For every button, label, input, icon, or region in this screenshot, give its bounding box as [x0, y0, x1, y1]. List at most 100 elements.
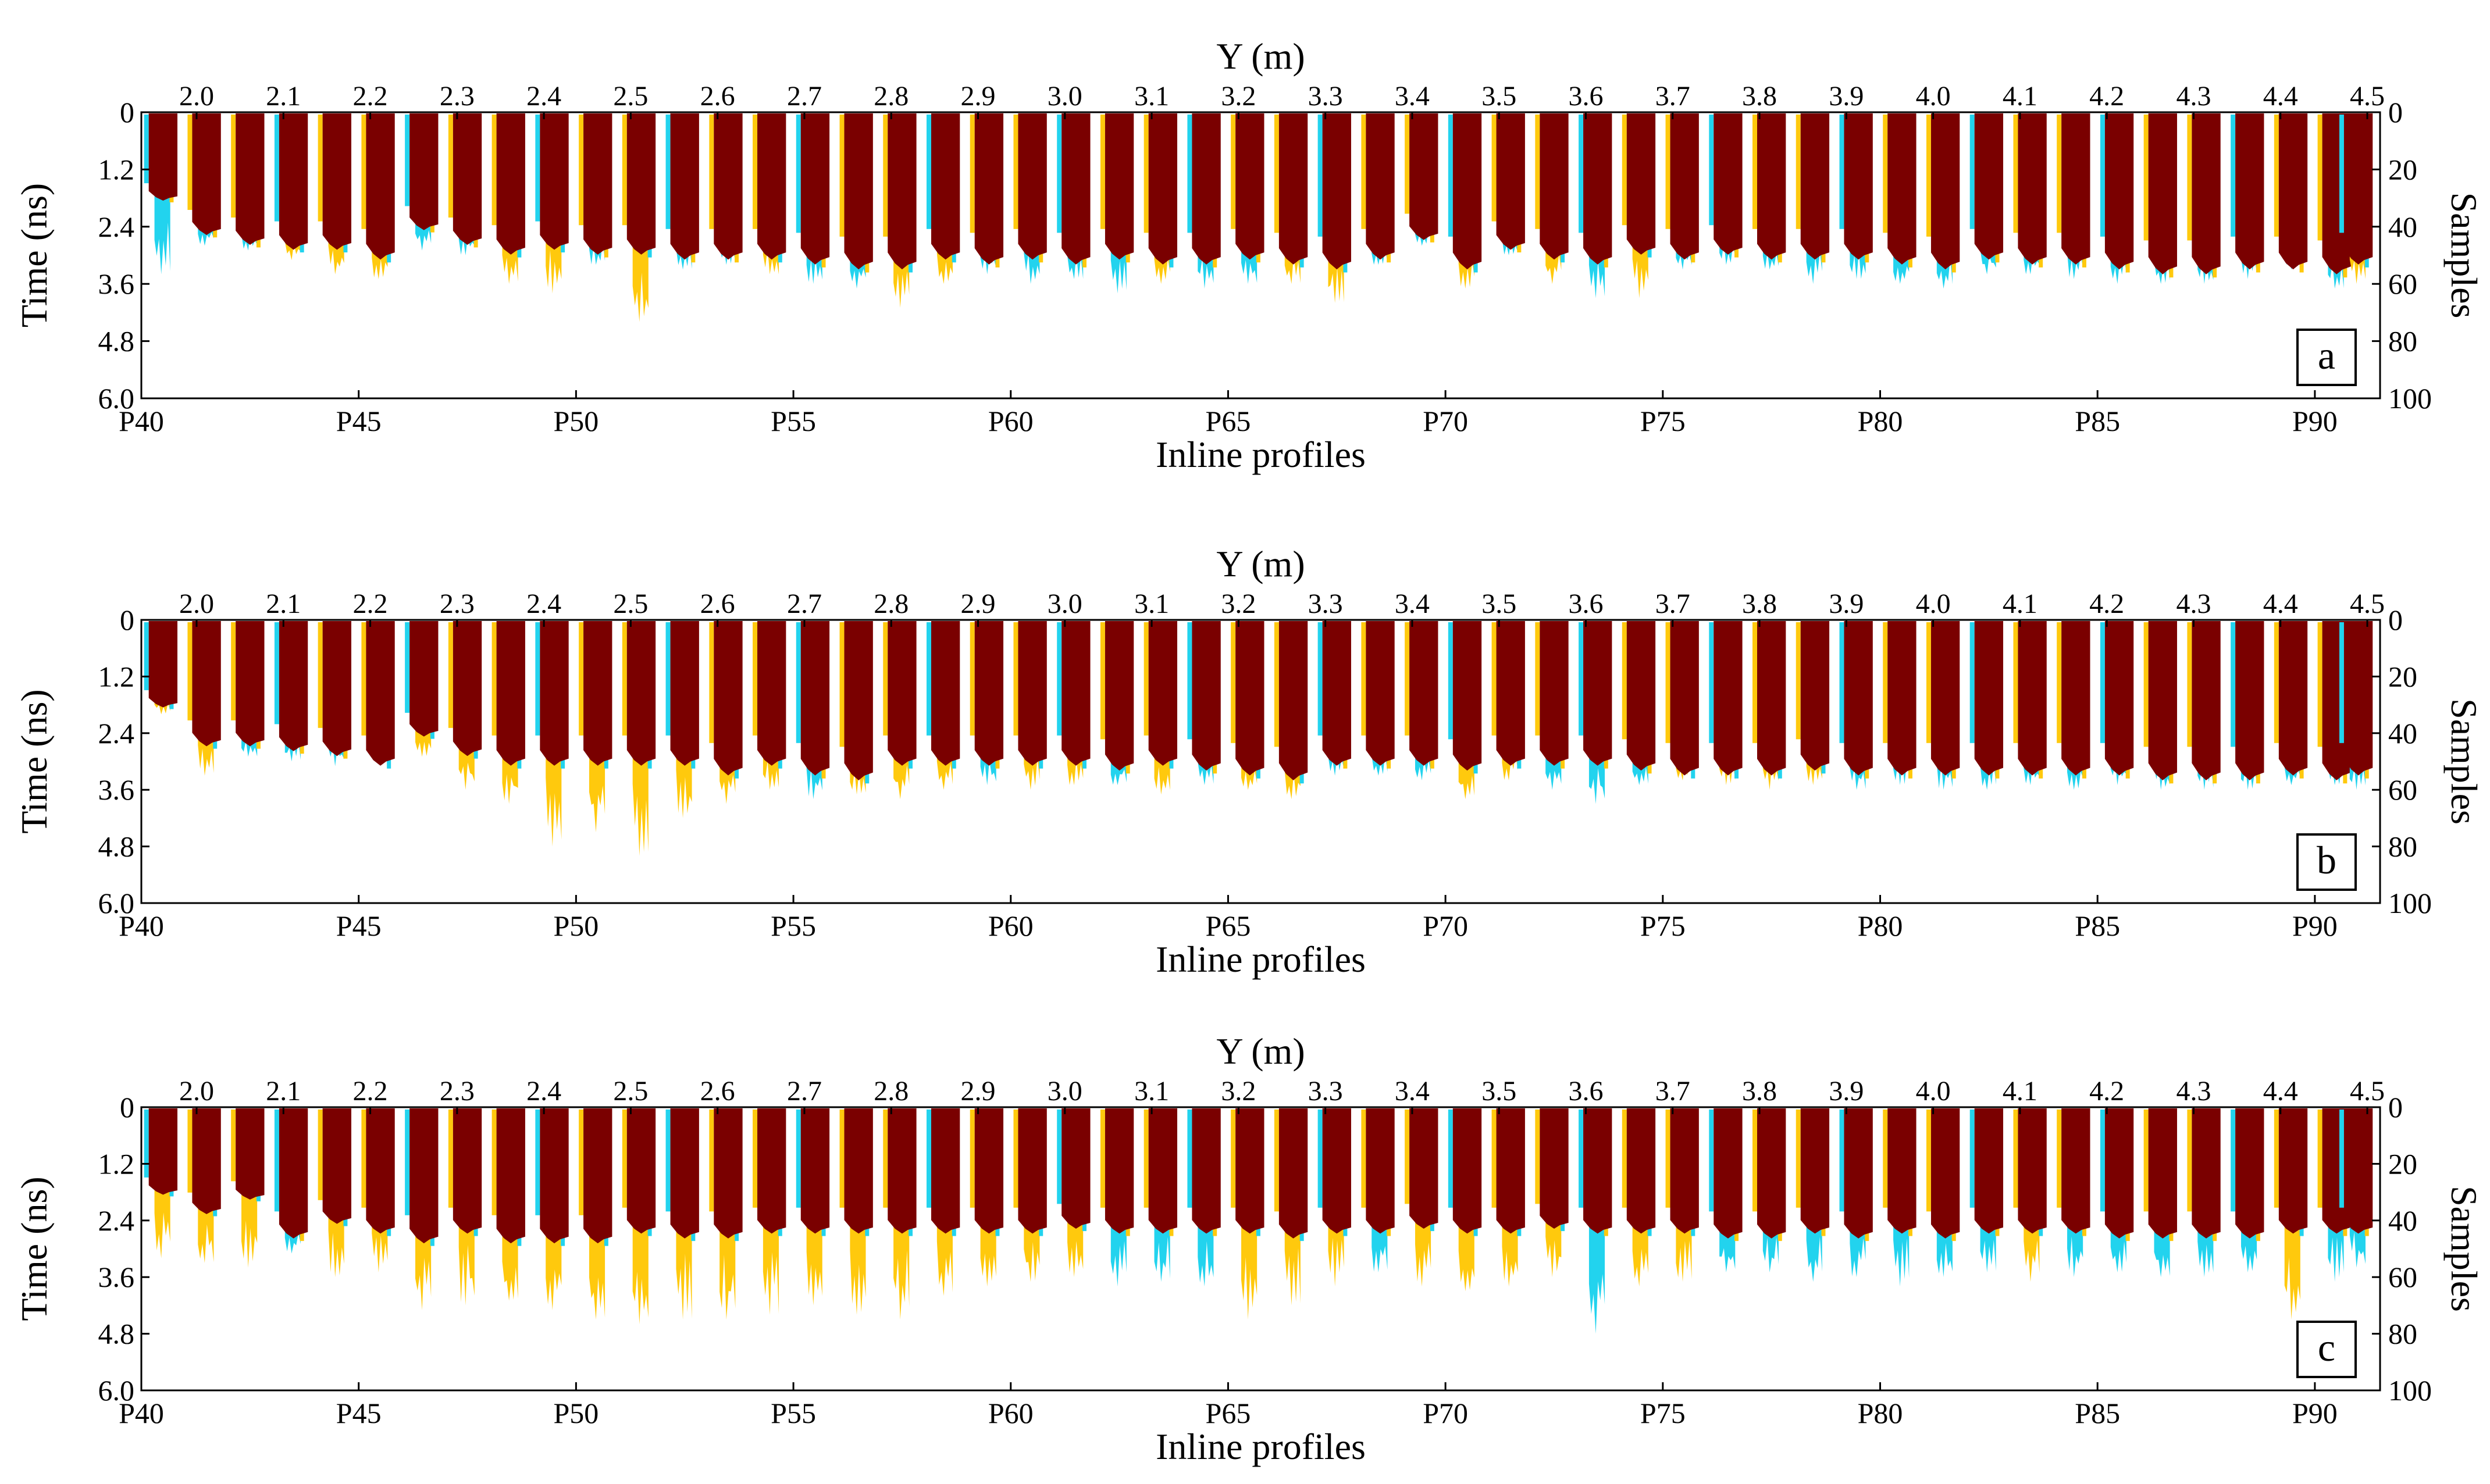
profile-a-91 — [2339, 113, 2373, 284]
panel-label-box — [2296, 329, 2357, 386]
tail-yellow — [546, 740, 562, 847]
bottom-tick-label: P70 — [1423, 909, 1468, 942]
top-tick-label: 4.3 — [2176, 588, 2211, 619]
edge-strip — [1057, 622, 1062, 736]
dark-core — [1887, 621, 1917, 776]
edge-strip — [1100, 115, 1105, 229]
profile-b-58 — [926, 621, 960, 790]
top-axis-title: Y (m) — [1216, 1030, 1305, 1072]
left-tick-label: 6.0 — [98, 887, 135, 919]
dark-core — [626, 1108, 656, 1234]
bottom-tick-label: P65 — [1206, 405, 1251, 437]
profile-b-71 — [1491, 621, 1525, 780]
edge-strip — [448, 115, 453, 218]
profile-c-85 — [2100, 1108, 2134, 1273]
edge-strip — [1579, 1110, 1584, 1208]
top-tick-label: 4.4 — [2263, 588, 2298, 619]
edge-strip — [1665, 115, 1670, 229]
dark-core — [453, 1108, 482, 1234]
bottom-axis-title: Inline profiles — [1156, 1426, 1366, 1467]
profile-c-88 — [2231, 1108, 2264, 1273]
bottom-tick-label: P40 — [119, 405, 164, 437]
edge-strip — [753, 1110, 758, 1208]
dark-core — [1844, 113, 1873, 260]
left-tick-label: 2.4 — [98, 717, 135, 750]
panel-label: a — [2318, 333, 2335, 377]
dark-core — [2148, 1108, 2177, 1239]
edge-strip — [1274, 1110, 1279, 1212]
plot-frame — [140, 619, 2381, 904]
edge-strip — [1317, 1110, 1323, 1208]
edge-strip — [1317, 115, 1323, 237]
edge-strip — [535, 622, 540, 736]
tail-yellow — [632, 1211, 649, 1325]
bottom-tick-label: P55 — [771, 1397, 816, 1429]
edge-strip — [231, 115, 236, 218]
edge-strip — [970, 115, 975, 233]
edge-strip — [405, 1110, 410, 1215]
tail-yellow — [632, 740, 649, 856]
dark-core — [1757, 1108, 1786, 1239]
dark-core — [322, 1108, 351, 1224]
profile-b-91 — [2339, 621, 2373, 790]
dark-core — [714, 1108, 743, 1239]
profile-c-44 — [318, 1108, 351, 1278]
dark-core — [2104, 621, 2134, 776]
profile-a-42 — [231, 113, 265, 251]
dark-core — [1452, 621, 1482, 771]
profile-b-88 — [2231, 621, 2264, 790]
dark-core — [2343, 1108, 2373, 1234]
top-tick-label: 3.6 — [1568, 81, 1603, 112]
dark-core — [2235, 621, 2264, 780]
top-tick-label: 2.7 — [787, 81, 822, 112]
bottom-tick-label: P45 — [336, 1397, 382, 1429]
edge-strip — [1231, 622, 1236, 743]
edge-strip — [579, 622, 584, 736]
tail-yellow — [1284, 1215, 1301, 1305]
dark-core — [1670, 113, 1699, 260]
profile-c-57 — [883, 1108, 917, 1320]
dark-core — [1452, 113, 1482, 270]
profile-b-67 — [1317, 621, 1351, 776]
profile-b-82 — [1969, 621, 2004, 790]
profile-b-70 — [1448, 621, 1482, 800]
dark-core — [1148, 1108, 1178, 1234]
edge-strip — [2187, 115, 2192, 241]
edge-strip — [1796, 1110, 1801, 1208]
profile-a-71 — [1491, 113, 1525, 255]
dark-core — [626, 113, 656, 255]
profile-c-83 — [2013, 1108, 2047, 1282]
edge-strip — [405, 622, 410, 713]
plot-frame — [140, 1106, 2381, 1392]
dark-core — [1018, 113, 1047, 260]
top-tick-label: 2.9 — [961, 1076, 996, 1107]
edge-strip — [535, 1110, 540, 1215]
edge-strip — [2100, 115, 2105, 237]
right-tick-label: 100 — [2388, 382, 2432, 415]
edge-strip — [839, 115, 845, 237]
profile-b-56 — [839, 621, 873, 795]
dark-core — [1235, 1108, 1264, 1234]
left-axis-title: Time (ns) — [13, 183, 55, 327]
edge-strip — [1883, 622, 1888, 743]
edge-strip — [2100, 1110, 2105, 1212]
tail-yellow — [719, 1215, 736, 1320]
dark-core — [2192, 113, 2221, 274]
edge-strip — [448, 622, 453, 728]
top-tick-label: 4.3 — [2176, 1076, 2211, 1107]
edge-strip — [1535, 1110, 1540, 1204]
profile-b-85 — [2100, 621, 2134, 786]
dark-core — [2061, 1108, 2090, 1234]
top-tick-label: 3.5 — [1481, 1076, 1516, 1107]
top-tick-label: 3.2 — [1221, 588, 1256, 619]
edge-strip — [1665, 1110, 1670, 1208]
edge-strip — [2187, 622, 2192, 747]
edge-strip — [1013, 115, 1018, 229]
edge-strip — [2339, 1110, 2344, 1208]
top-tick-label: 2.6 — [700, 1076, 735, 1107]
dark-core — [1800, 1108, 1830, 1234]
dark-core — [1105, 113, 1134, 260]
dark-core — [1540, 1108, 1569, 1229]
tail-yellow — [154, 1179, 170, 1258]
dark-core — [583, 621, 612, 766]
